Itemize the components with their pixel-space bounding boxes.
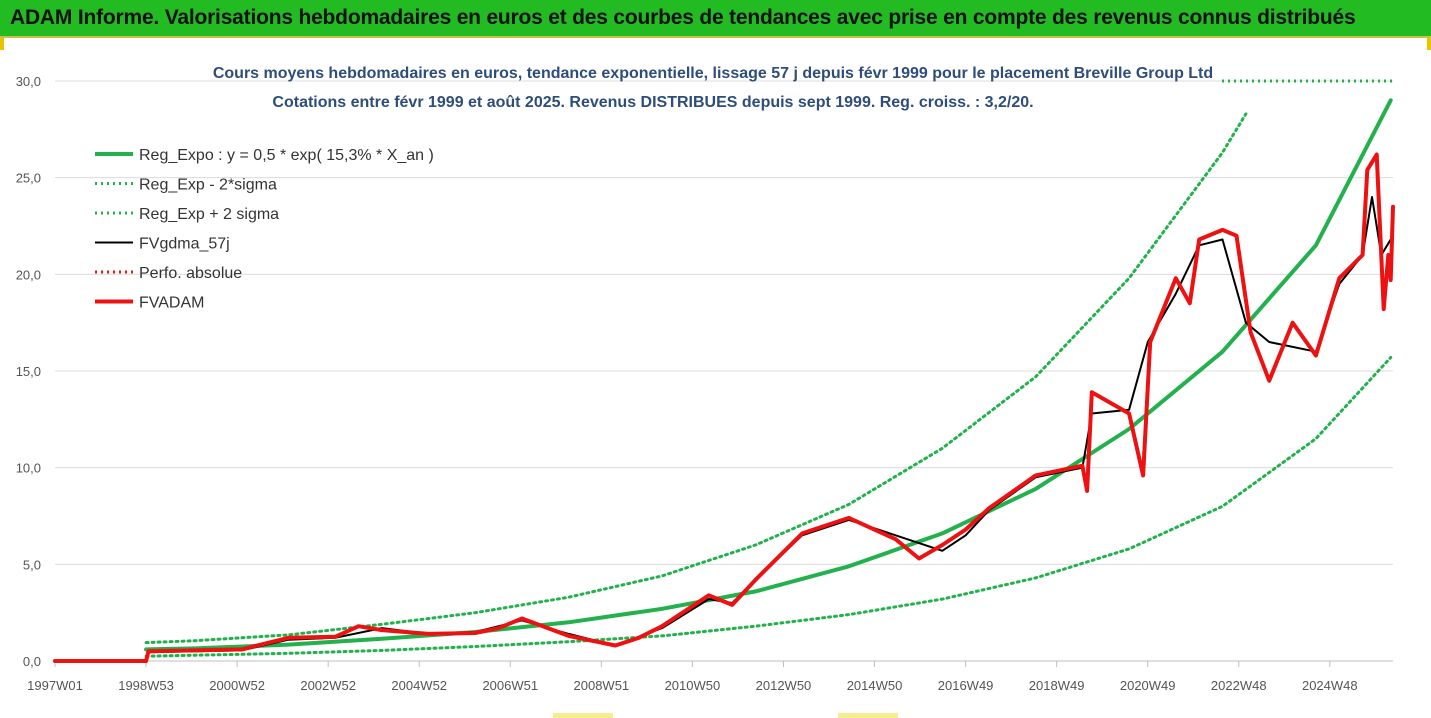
- y-tick-label: 0,0: [23, 654, 41, 669]
- x-tick-label: 2004W52: [391, 678, 447, 693]
- right-corner-marker: [1427, 38, 1431, 50]
- x-tick-label: 1998W53: [118, 678, 174, 693]
- legend-label-2: Reg_Exp + 2 sigma: [139, 206, 279, 223]
- y-tick-label: 15,0: [16, 364, 41, 379]
- series-line-2: [144, 112, 1248, 645]
- banner-title: ADAM Informe. Valorisations hebdomadaire…: [10, 6, 1356, 29]
- chart-subtitle-line2: Cotations entre févr 1999 et août 2025. …: [272, 94, 1033, 111]
- title-banner: ADAM Informe. Valorisations hebdomadaire…: [0, 0, 1431, 38]
- x-tick-label: 2012W50: [756, 678, 812, 693]
- series-line-0: [144, 98, 1393, 652]
- legend-label-1: Reg_Exp - 2*sigma: [139, 177, 277, 194]
- legend-label-0: Reg_Expo : y = 0,5 * exp( 15,3% * X_an ): [139, 147, 434, 164]
- series-line-3: [54, 196, 1394, 662]
- y-tick-label: 20,0: [16, 267, 41, 282]
- legend: Reg_Expo : y = 0,5 * exp( 15,3% * X_an )…: [95, 147, 434, 312]
- series-line-5: [53, 152, 1395, 663]
- legend-label-3: FVgdma_57j: [139, 236, 230, 253]
- x-tick-label: 2020W49: [1120, 678, 1176, 693]
- x-tick-label: 2010W50: [665, 678, 721, 693]
- legend-label-4: Perfo. absolue: [139, 265, 242, 282]
- x-tick-label: 2018W49: [1029, 678, 1085, 693]
- x-tick-label: 2014W50: [847, 678, 903, 693]
- y-tick-label: 30,0: [16, 74, 41, 89]
- x-tick-label: 2002W52: [300, 678, 356, 693]
- bottom-marker-right: [838, 713, 898, 718]
- x-tick-label: 2024W48: [1302, 678, 1358, 693]
- y-tick-label: 10,0: [16, 461, 41, 476]
- x-tick-label: 1997W01: [27, 678, 83, 693]
- legend-label-5: FVADAM: [139, 295, 204, 312]
- axes: 0,0 5,0 10,0 15,0 20,0 25,0 30,0 1997W01 1998W53…: [16, 74, 1393, 693]
- chart-subtitle-line1: Cours moyens hebdomadaires en euros, ten…: [213, 65, 1213, 82]
- series-line-1: [144, 356, 1393, 658]
- x-tick-label: 2000W52: [209, 678, 265, 693]
- x-tick-label: 2008W51: [574, 678, 630, 693]
- bottom-marker-left: [553, 713, 613, 718]
- y-tick-label: 25,0: [16, 171, 41, 186]
- gridlines: [55, 80, 1393, 662]
- series-layer: [53, 79, 1395, 663]
- left-corner-marker: [0, 38, 4, 50]
- x-tick-label: 2022W48: [1211, 678, 1267, 693]
- x-tick-label: 2016W49: [938, 678, 994, 693]
- y-tick-label: 5,0: [23, 557, 41, 572]
- x-tick-label: 2006W51: [482, 678, 538, 693]
